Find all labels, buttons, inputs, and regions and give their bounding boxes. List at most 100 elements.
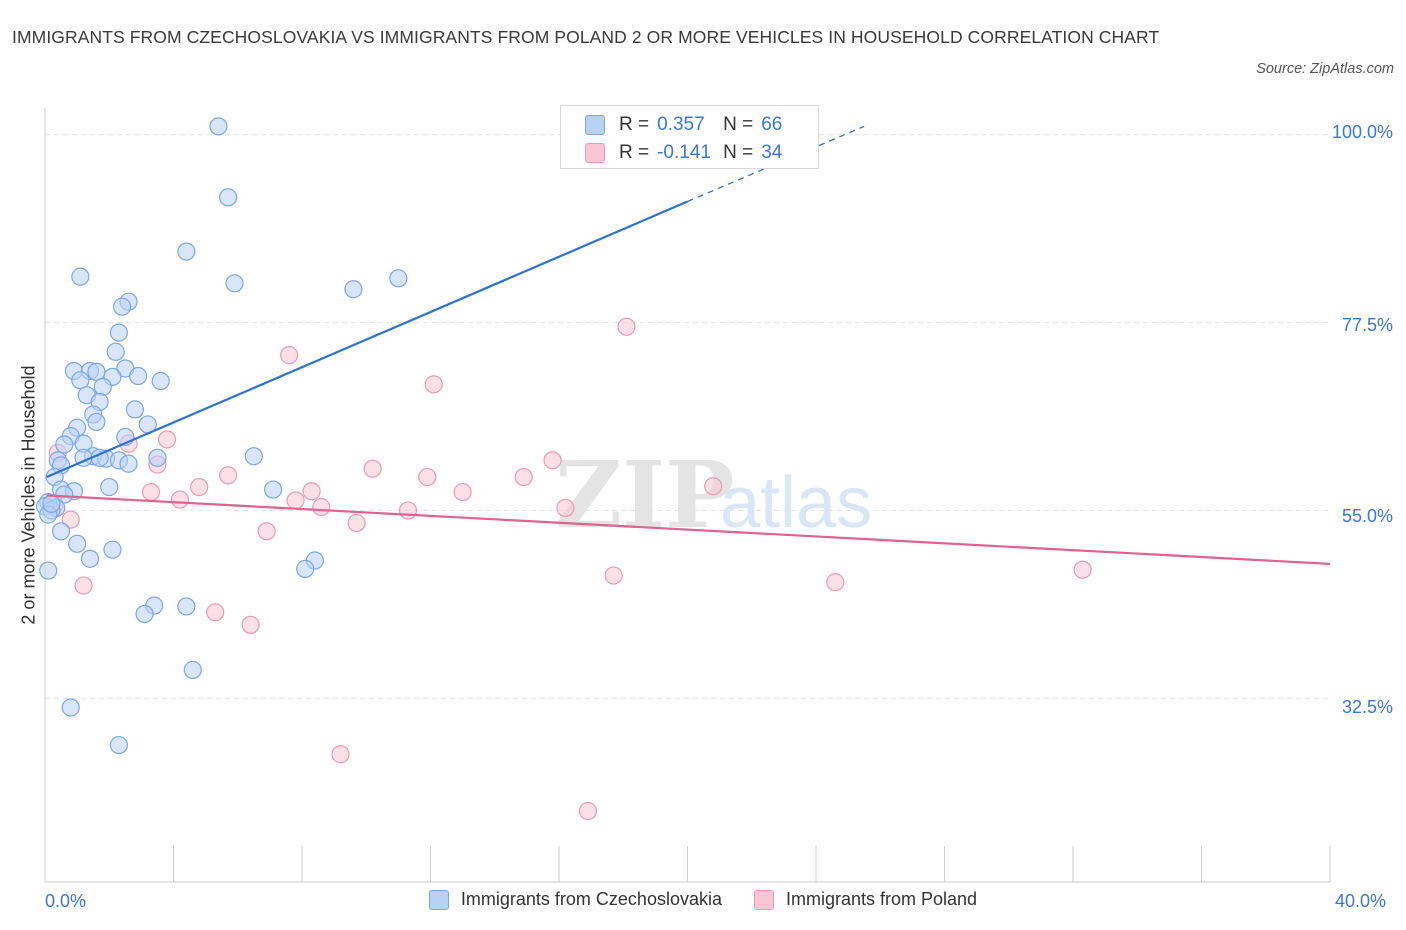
- point-poland: [280, 346, 299, 365]
- point-czechoslovakia: [344, 280, 363, 299]
- point-czechoslovakia: [151, 371, 170, 391]
- legend-label: Immigrants from Poland: [786, 889, 978, 909]
- point-czechoslovakia: [71, 267, 90, 286]
- point-poland: [453, 482, 472, 502]
- legend-swatch-pink: [754, 889, 774, 910]
- point-czechoslovakia: [219, 188, 238, 207]
- point-czechoslovakia: [177, 597, 196, 616]
- point-czechoslovakia: [87, 412, 106, 432]
- point-czechoslovakia: [225, 274, 244, 293]
- n-value: 66: [761, 114, 783, 135]
- stats-legend-row-poland: R = -0.141 N = 34: [585, 141, 782, 165]
- trend-lines: [46, 125, 1331, 565]
- point-czechoslovakia: [39, 561, 58, 580]
- x-tick-label-right: 40.0%: [1335, 891, 1387, 911]
- y-axis-label: 2 or more Vehicles in Household: [18, 365, 39, 625]
- n-value: 34: [761, 142, 783, 163]
- y-tick-label: 77.5%: [1341, 315, 1393, 335]
- point-poland: [219, 466, 238, 485]
- point-poland: [543, 451, 562, 470]
- x-tick-label-left: 0.0%: [45, 891, 87, 911]
- point-czechoslovakia: [106, 342, 125, 361]
- point-poland: [418, 467, 437, 487]
- legend-swatch-blue: [428, 889, 449, 910]
- point-poland: [704, 477, 723, 496]
- point-poland: [286, 491, 305, 510]
- trend-line-czechoslovakia: [46, 200, 688, 479]
- point-czechoslovakia: [183, 660, 202, 680]
- point-czechoslovakia: [389, 269, 408, 288]
- point-poland: [578, 801, 598, 821]
- point-czechoslovakia: [61, 698, 80, 717]
- point-poland: [347, 513, 366, 533]
- point-czechoslovakia: [51, 522, 71, 541]
- point-czechoslovakia: [109, 323, 128, 342]
- point-czechoslovakia: [68, 534, 87, 553]
- watermark-zip: ZIP: [555, 441, 734, 549]
- point-czechoslovakia: [135, 604, 154, 624]
- n-label: N =: [723, 114, 754, 135]
- point-poland: [157, 430, 177, 449]
- point-czechoslovakia: [80, 549, 100, 568]
- point-poland: [604, 566, 623, 585]
- point-poland: [74, 576, 93, 595]
- point-czechoslovakia: [42, 494, 61, 513]
- point-czechoslovakia: [263, 480, 283, 499]
- point-czechoslovakia: [148, 448, 167, 467]
- point-poland: [331, 745, 350, 764]
- watermark-atlas: atlas: [720, 463, 872, 543]
- point-poland: [514, 467, 533, 487]
- r-value: 0.357: [657, 114, 705, 135]
- point-czechoslovakia: [244, 447, 263, 466]
- point-poland: [241, 615, 260, 634]
- y-tick-label: 32.5%: [1341, 697, 1393, 717]
- point-poland: [141, 482, 161, 502]
- point-czechoslovakia: [71, 371, 90, 390]
- point-czechoslovakia: [209, 117, 228, 136]
- legend-swatch-pink: [585, 143, 605, 163]
- point-czechoslovakia: [125, 400, 145, 419]
- stats-legend-row-czechoslovakia: R = 0.357 N = 66: [585, 113, 782, 137]
- point-czechoslovakia: [112, 297, 132, 316]
- point-poland: [61, 510, 80, 529]
- point-czechoslovakia: [177, 242, 196, 261]
- n-label: N =: [723, 142, 754, 163]
- point-czechoslovakia: [55, 485, 74, 504]
- point-poland: [363, 459, 382, 478]
- point-poland: [424, 375, 443, 394]
- point-poland: [190, 477, 209, 497]
- point-poland: [1073, 560, 1092, 579]
- point-czechoslovakia: [103, 540, 122, 559]
- point-czechoslovakia: [55, 435, 74, 454]
- chart-title: IMMIGRANTS FROM CZECHOSLOVAKIA VS IMMIGR…: [12, 27, 1160, 47]
- legend-swatch-blue: [585, 115, 605, 135]
- legend-item-czechoslovakia[interactable]: Immigrants from Czechoslovakia: [428, 889, 722, 910]
- series-czechoslovakia-points: [35, 117, 408, 755]
- point-poland: [556, 498, 575, 518]
- point-poland: [257, 522, 276, 541]
- point-poland: [826, 573, 845, 592]
- point-czechoslovakia: [109, 735, 128, 755]
- point-poland: [170, 490, 190, 509]
- gridlines: [45, 134, 1330, 699]
- series-legend: Immigrants from Czechoslovakia Immigrant…: [0, 889, 1406, 910]
- source-label: Source: ZipAtlas.com: [1256, 61, 1394, 77]
- legend-label: Immigrants from Czechoslovakia: [460, 889, 722, 909]
- series-poland-points: [45, 317, 1092, 821]
- r-label: R =: [619, 114, 650, 135]
- trend-line-poland: [46, 494, 1331, 565]
- point-czechoslovakia: [93, 377, 112, 396]
- point-czechoslovakia: [129, 366, 148, 386]
- point-czechoslovakia: [296, 559, 315, 578]
- point-poland: [398, 501, 418, 520]
- point-czechoslovakia: [100, 477, 119, 497]
- point-czechoslovakia: [119, 454, 138, 473]
- point-poland: [206, 603, 225, 622]
- point-poland: [617, 317, 636, 336]
- legend-item-poland[interactable]: Immigrants from Poland: [754, 889, 977, 910]
- r-value: -0.141: [657, 142, 711, 163]
- y-tick-label: 55.0%: [1341, 506, 1393, 526]
- y-tick-label: 100.0%: [1331, 122, 1393, 142]
- stats-legend: R = 0.357 N = 66 R = -0.141 N = 34: [560, 105, 819, 169]
